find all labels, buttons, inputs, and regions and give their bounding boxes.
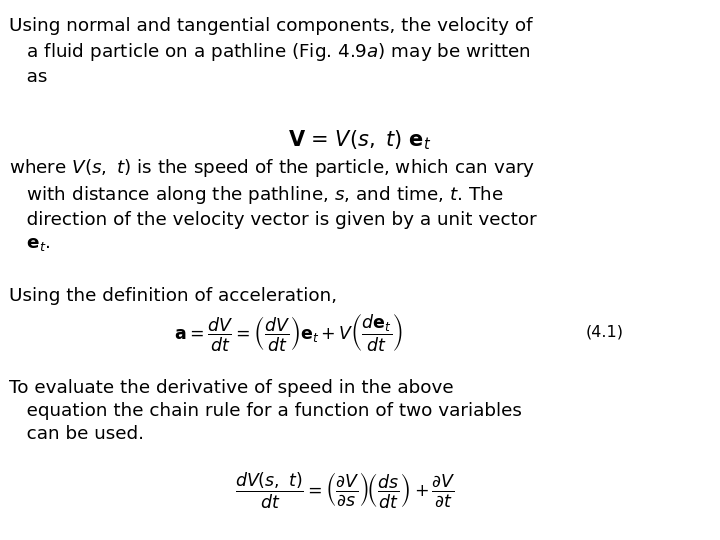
Text: $\dfrac{dV(s,\ t)}{dt} = \left(\dfrac{\partial V}{\partial s}\right)\!\left(\dfr: $\dfrac{dV(s,\ t)}{dt} = \left(\dfrac{\p… bbox=[235, 470, 456, 510]
Text: (4.1): (4.1) bbox=[586, 325, 624, 340]
Text: Using normal and tangential components, the velocity of
   a fluid particle on a: Using normal and tangential components, … bbox=[9, 17, 532, 86]
Text: where $V(s,\ t)$ is the speed of the particle, which can vary
   with distance a: where $V(s,\ t)$ is the speed of the par… bbox=[9, 157, 536, 253]
Text: To evaluate the derivative of speed in the above
   equation the chain rule for : To evaluate the derivative of speed in t… bbox=[9, 379, 521, 443]
Text: $\mathbf{V}$ = $V(s,\ t)$ $\mathbf{e}_t$: $\mathbf{V}$ = $V(s,\ t)$ $\mathbf{e}_t$ bbox=[289, 129, 431, 152]
Text: $\mathbf{a} = \dfrac{dV}{dt} = \left(\dfrac{dV}{dt}\right)\mathbf{e}_t + V\left(: $\mathbf{a} = \dfrac{dV}{dt} = \left(\df… bbox=[174, 312, 402, 353]
Text: Using the definition of acceleration,: Using the definition of acceleration, bbox=[9, 287, 337, 305]
